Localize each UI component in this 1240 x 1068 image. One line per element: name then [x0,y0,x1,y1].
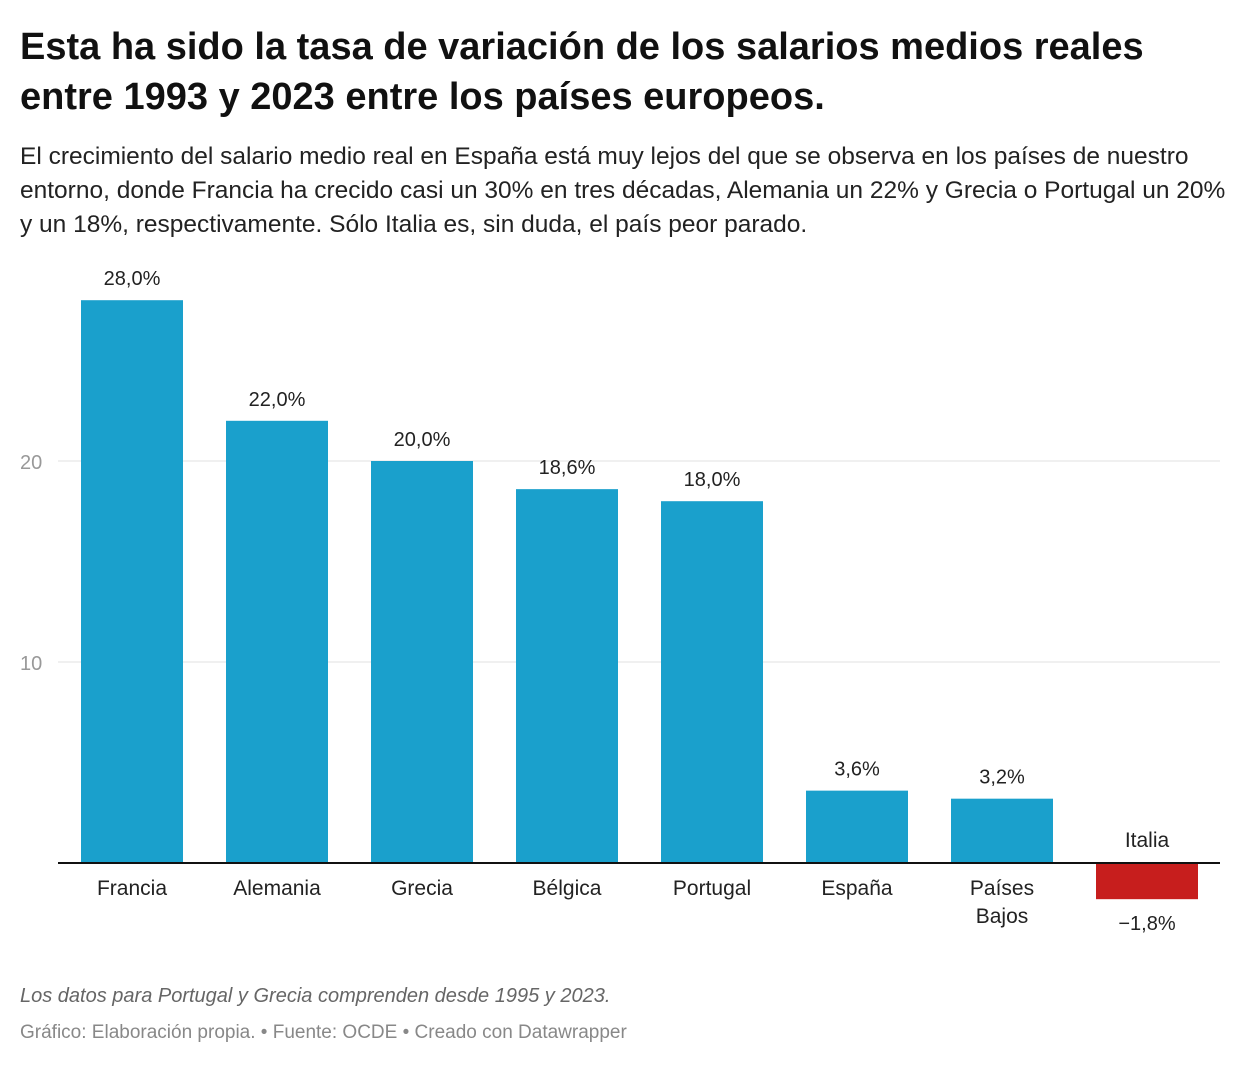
chart-title: Esta ha sido la tasa de variación de los… [20,26,1144,118]
x-tick-label: Bélgica [533,877,602,900]
x-tick-label: Países [970,877,1034,900]
x-tick-label: Italia [1125,829,1170,852]
data-label: 28,0% [104,268,161,290]
bar [516,489,618,863]
data-label: 22,0% [249,389,306,411]
x-tick-label: Francia [97,877,167,900]
bar [806,790,908,863]
bar [951,798,1053,863]
x-tick-label: Grecia [391,877,453,900]
x-tick-label: Alemania [233,877,321,900]
bar [81,300,183,863]
data-label: 20,0% [394,429,451,451]
y-tick-label: 10 [20,653,42,675]
chart-byline: Gráfico: Elaboración propia. • Fuente: O… [20,1022,627,1043]
data-label: 3,2% [979,767,1025,789]
x-tick-label: Bajos [976,905,1029,928]
data-label: 3,6% [834,759,880,781]
data-label: 18,6% [539,457,596,479]
data-label: 18,0% [684,469,741,491]
data-label: −1,8% [1118,913,1175,935]
bar [661,501,763,863]
y-tick-label: 20 [20,452,42,474]
bar [371,461,473,863]
bar [226,420,328,863]
chart-subtitle: El crecimiento del salario medio real en… [20,143,1226,238]
x-tick-label: Portugal [673,877,751,900]
x-tick-label: España [821,877,893,900]
chart-note: Los datos para Portugal y Grecia compren… [20,985,611,1007]
bar [1096,863,1198,900]
